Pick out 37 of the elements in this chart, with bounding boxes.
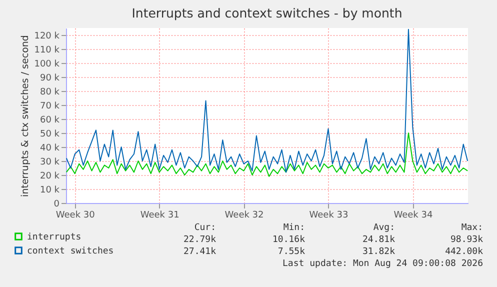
x-tick-label: Week 33 xyxy=(309,210,348,220)
y-tick-label: 80 k xyxy=(40,88,60,98)
text: 442.00k xyxy=(445,247,483,257)
text: Max: xyxy=(461,223,483,233)
text: Min: xyxy=(283,223,305,233)
text: 24.81k xyxy=(362,235,395,245)
y-tick-label: 30 k xyxy=(40,158,60,168)
text: 10.16k xyxy=(272,235,305,245)
x-tick-label: Week 32 xyxy=(224,210,264,220)
y-tick-label: 70 k xyxy=(40,102,60,112)
legend-label: interrupts xyxy=(27,232,82,242)
y-tick-label: 0 xyxy=(54,200,60,210)
text: 7.55k xyxy=(278,247,305,257)
y-tick-label: 120 k xyxy=(34,32,60,42)
y-tick-label: 60 k xyxy=(40,116,60,126)
y-tick-label: 110 k xyxy=(34,46,60,56)
x-tick-label: Week 31 xyxy=(140,210,180,220)
text: Last update: Mon Aug 24 09:00:08 2026 xyxy=(282,259,483,269)
y-axis-title: interrupts & ctx switches / second xyxy=(20,35,32,197)
x-tick-label: Week 34 xyxy=(394,210,433,220)
y-tick-label: 50 k xyxy=(40,130,60,140)
text: Cur: xyxy=(194,223,216,233)
y-tick-label: 40 k xyxy=(40,144,60,154)
text: 22.79k xyxy=(183,235,216,245)
line-series xyxy=(66,28,468,173)
text: 98.93k xyxy=(450,235,483,245)
text: Avg: xyxy=(373,223,395,233)
text: 31.82k xyxy=(362,247,395,257)
y-tick-label: 100 k xyxy=(34,60,60,70)
legend-label: context switches xyxy=(27,246,114,256)
y-tick-label: 10 k xyxy=(40,186,60,196)
line-series xyxy=(66,132,468,177)
y-tick-label: 20 k xyxy=(40,172,60,182)
text: 27.41k xyxy=(183,247,216,257)
x-tick-label: Week 30 xyxy=(56,210,96,220)
y-tick-label: 90 k xyxy=(40,74,60,84)
chart-title: Interrupts and context switches - by month xyxy=(132,6,402,20)
